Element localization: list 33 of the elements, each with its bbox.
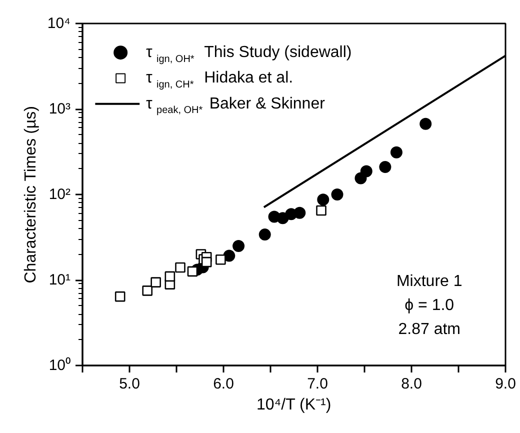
y-axis-title: Characteristic Times (µs) bbox=[22, 106, 40, 284]
point bbox=[114, 291, 126, 302]
x-tick-label: 9.0 bbox=[495, 376, 516, 392]
point bbox=[216, 254, 226, 265]
point bbox=[317, 194, 330, 206]
x-tick-label: 6.0 bbox=[213, 376, 234, 392]
point bbox=[420, 118, 432, 130]
y-tick-label: 10⁰ bbox=[48, 357, 71, 374]
point bbox=[379, 160, 392, 173]
point bbox=[142, 286, 153, 296]
point bbox=[187, 266, 198, 277]
point bbox=[360, 165, 372, 178]
x-tick-label: 7.0 bbox=[307, 376, 328, 392]
point bbox=[164, 271, 176, 282]
x-tick-label: 8.0 bbox=[401, 376, 422, 392]
point bbox=[232, 240, 245, 252]
annotation: ϕ = 1.0 bbox=[404, 297, 454, 314]
point bbox=[175, 262, 186, 273]
annotation: Mixture 1 bbox=[396, 273, 462, 290]
point bbox=[150, 277, 161, 288]
x-axis-title: 10⁴/T (K⁻¹) bbox=[256, 396, 332, 414]
y-tick-label: 10² bbox=[48, 186, 71, 203]
annotation: 2.87 atm bbox=[398, 321, 460, 338]
y-tick-label: 10⁴ bbox=[47, 15, 71, 32]
point bbox=[331, 188, 344, 200]
y-tick-label: 10³ bbox=[48, 100, 71, 118]
point bbox=[294, 206, 306, 219]
point bbox=[316, 205, 326, 216]
point bbox=[390, 146, 402, 158]
y-tick-label: 10¹ bbox=[48, 272, 71, 288]
point bbox=[258, 228, 271, 241]
x-tick-label: 5.0 bbox=[119, 376, 140, 392]
point bbox=[201, 256, 212, 268]
